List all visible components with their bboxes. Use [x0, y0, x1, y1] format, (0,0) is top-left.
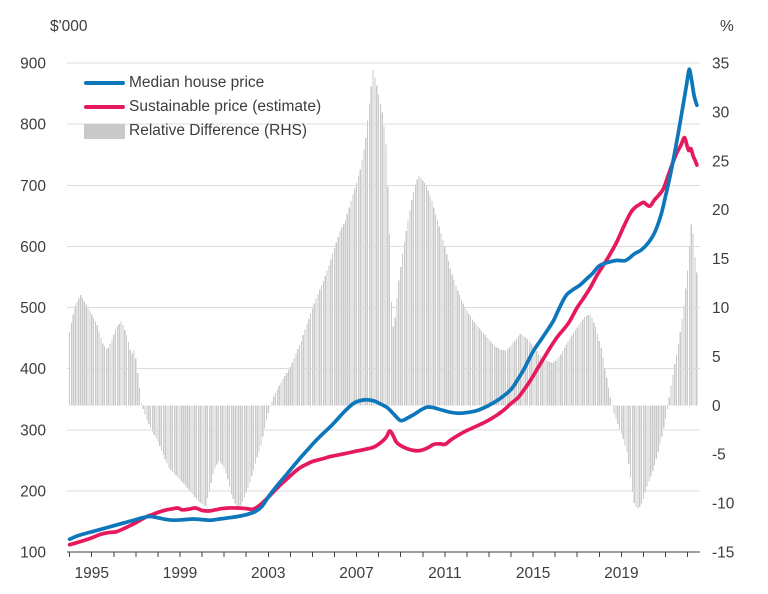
svg-text:2007: 2007: [339, 565, 373, 582]
svg-text:15: 15: [712, 251, 729, 268]
legend-item-median: Median house price: [84, 71, 321, 95]
sustainable-line-swatch-icon: [84, 104, 125, 110]
legend-label-reldiff: Relative Difference (RHS): [129, 122, 308, 139]
svg-text:2003: 2003: [251, 565, 285, 582]
svg-text:30: 30: [712, 104, 730, 121]
svg-text:10: 10: [712, 300, 730, 317]
svg-text:1995: 1995: [74, 565, 108, 582]
left-axis-title: $'000: [50, 18, 88, 35]
svg-text:5: 5: [712, 349, 721, 366]
relative-difference-bars: [69, 69, 698, 509]
legend: Median house price Sustainable price (es…: [84, 71, 321, 143]
median-line-swatch-icon: [84, 80, 125, 86]
svg-text:25: 25: [712, 153, 729, 170]
right-axis-labels: -15 -10 -5 0 5 10 15 20 25 30 35: [712, 56, 735, 562]
svg-text:-15: -15: [712, 545, 734, 562]
sustainable-price-line: [67, 135, 699, 547]
svg-text:2015: 2015: [516, 565, 550, 582]
svg-text:500: 500: [20, 300, 46, 317]
legend-item-reldiff: Relative Difference (RHS): [84, 119, 321, 143]
svg-text:-5: -5: [712, 447, 726, 464]
relative-difference-bar-swatch-icon: [84, 123, 125, 139]
svg-text:700: 700: [20, 178, 46, 195]
svg-text:35: 35: [712, 56, 729, 73]
left-axis-labels: 100 200 300 400 500 600 700 800 900: [20, 56, 46, 562]
svg-text:20: 20: [712, 202, 730, 219]
svg-text:100: 100: [20, 545, 46, 562]
median-house-price-line: [67, 67, 699, 542]
x-axis-labels: 1995 1999 2003 2007 2011 2015 2019: [74, 565, 638, 582]
svg-text:800: 800: [20, 117, 46, 134]
svg-text:400: 400: [20, 361, 46, 378]
svg-text:200: 200: [20, 483, 46, 500]
legend-item-sustainable: Sustainable price (estimate): [84, 95, 321, 119]
legend-label-median: Median house price: [129, 74, 265, 91]
svg-text:0: 0: [712, 398, 721, 415]
svg-text:1999: 1999: [163, 565, 197, 582]
legend-label-sustainable: Sustainable price (estimate): [129, 98, 322, 115]
gridlines: [67, 62, 700, 492]
svg-text:-10: -10: [712, 496, 735, 513]
svg-text:2019: 2019: [604, 565, 638, 582]
x-axis: [67, 551, 700, 557]
svg-text:300: 300: [20, 422, 46, 439]
svg-text:2011: 2011: [428, 565, 461, 582]
right-axis-title: %: [720, 18, 734, 35]
svg-text:900: 900: [20, 56, 46, 73]
svg-text:600: 600: [20, 239, 46, 256]
